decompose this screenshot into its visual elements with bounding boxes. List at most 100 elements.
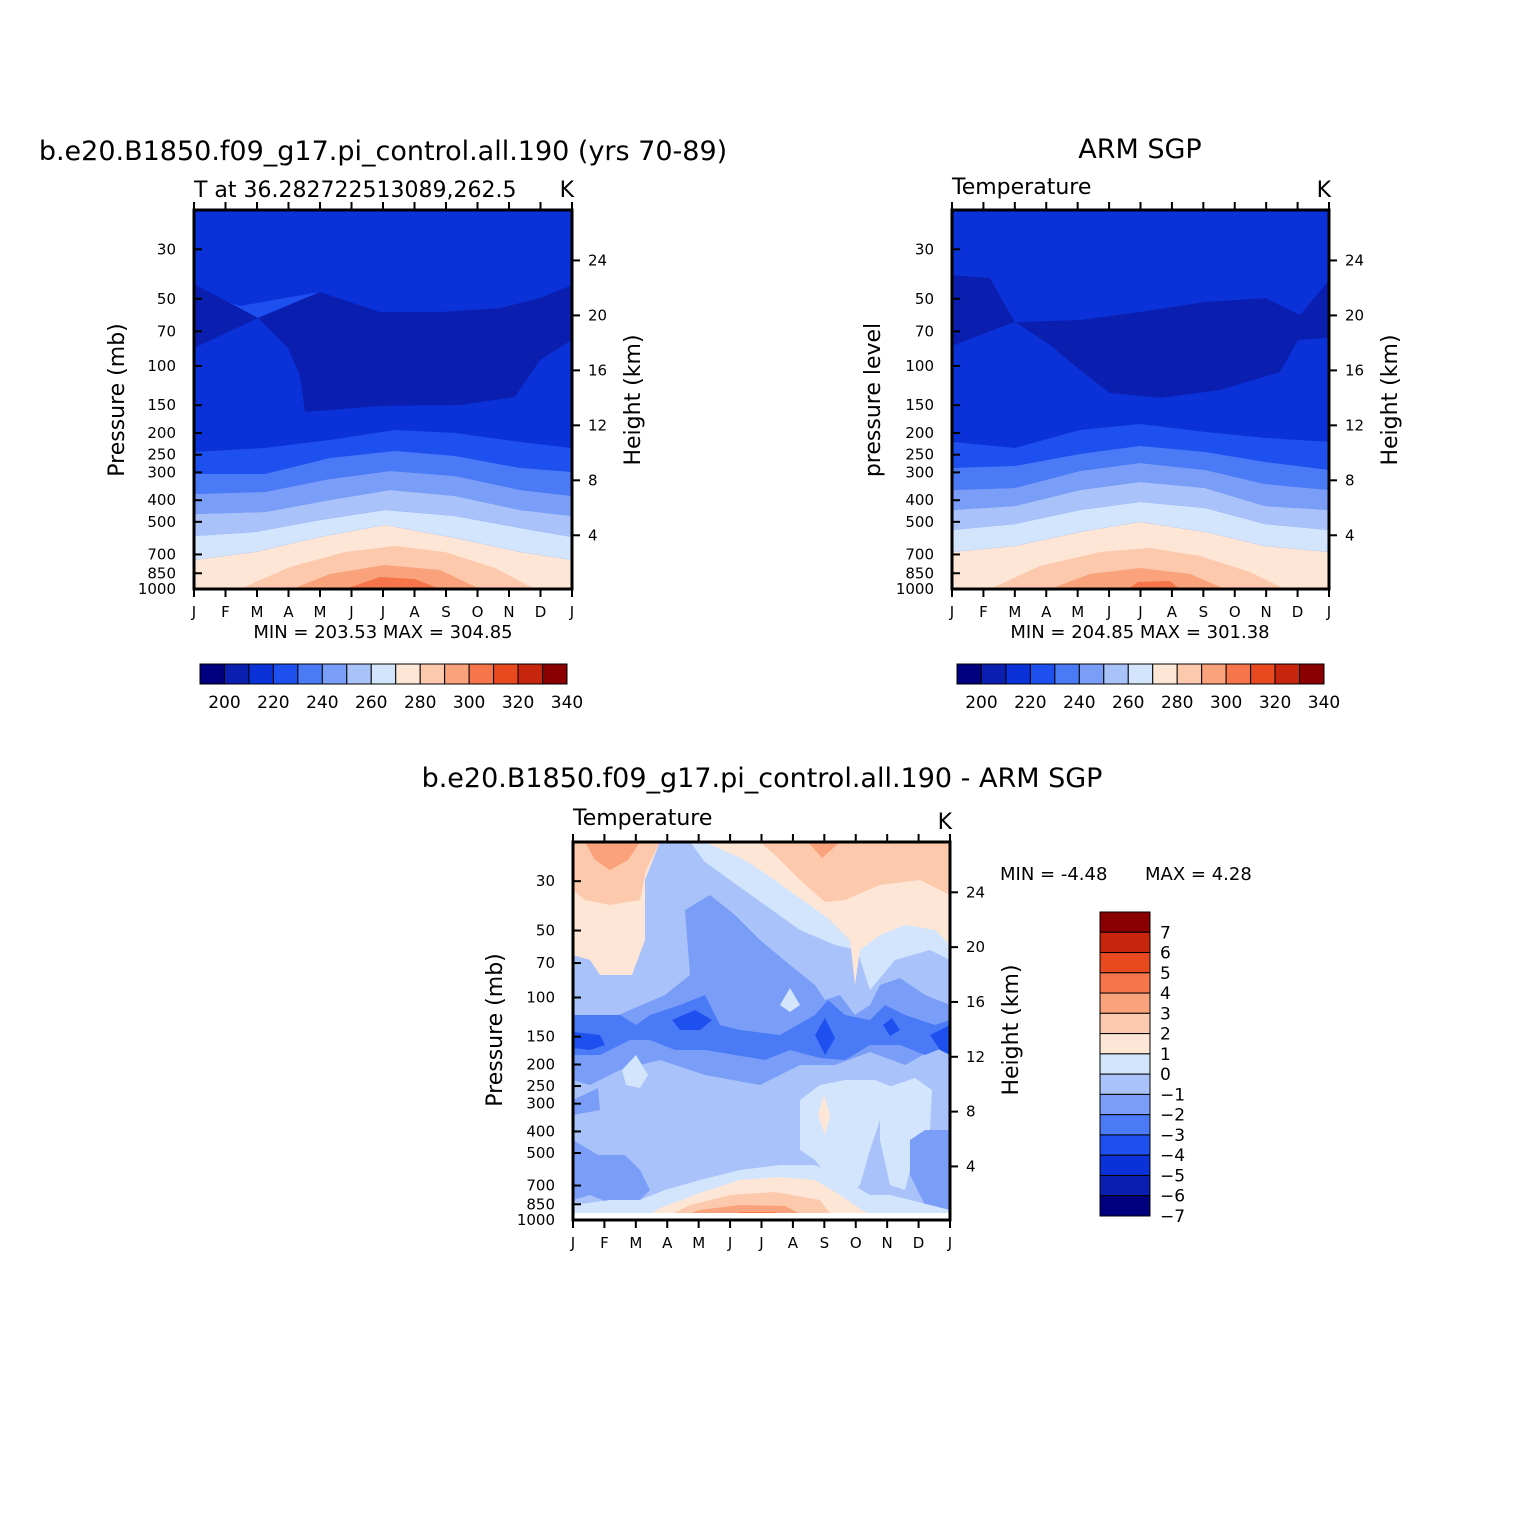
y-tick-label: 30 [915, 240, 934, 258]
y-tick-label: 200 [147, 424, 176, 442]
colorbar-swatch [346, 663, 372, 685]
colorbar-tick-label: 340 [551, 693, 583, 713]
y-right-tick-label: 16 [966, 993, 985, 1011]
y-tick-label: 300 [147, 463, 176, 481]
contour-band [194, 451, 572, 496]
panel-model-variable-label: T at 36.282722513089,262.5 [193, 178, 516, 203]
x-tick-label: M [692, 1234, 705, 1252]
colorbar-tick-label: 320 [502, 693, 534, 713]
x-tick-label: A [283, 603, 294, 621]
x-tick-label: F [979, 603, 988, 621]
y-right-tick-label: 4 [966, 1157, 976, 1175]
colorbar-tick-label: −2 [1160, 1106, 1185, 1126]
y-tick-label: 70 [157, 322, 176, 340]
panel-obs-ylabel: pressure level [861, 323, 886, 477]
colorbar-tick-label: 320 [1259, 693, 1291, 713]
x-tick-label: M [1071, 603, 1084, 621]
y-tick-label: 500 [526, 1144, 555, 1162]
colorbar-swatch [297, 663, 323, 685]
y-tick-label: 400 [147, 491, 176, 509]
colorbar-swatch [468, 663, 495, 685]
colorbar-swatch [444, 663, 470, 685]
colorbar-tick-label: −7 [1160, 1207, 1185, 1227]
x-tick-label: J [380, 603, 385, 621]
x-tick-label: O [850, 1234, 862, 1252]
y-tick-label: 70 [536, 954, 555, 972]
colorbar-swatch [321, 663, 348, 685]
x-tick-label: J [758, 1234, 763, 1252]
y-tick-label: 250 [905, 446, 934, 464]
y-right-tick-label: 24 [588, 251, 607, 269]
panel-obs-colorbar: 200 220 240 260 280 300 320 340 [956, 663, 1340, 713]
x-tick-label: N [503, 603, 514, 621]
colorbar-swatch [1299, 663, 1325, 685]
colorbar-tick-label: 240 [1063, 693, 1095, 713]
colorbar-tick-label: 7 [1160, 923, 1171, 943]
contour-band [194, 471, 572, 516]
colorbar-tick-label: 260 [1112, 693, 1144, 713]
contour-band [883, 1018, 900, 1036]
y-tick-label: 1000 [896, 580, 934, 598]
contour-band [585, 842, 640, 870]
x-tick-label: J [727, 1234, 732, 1252]
colorbar-swatch [1099, 1033, 1151, 1055]
colorbar-swatch [248, 663, 274, 685]
panel-diff-stats-min: MIN = -4.48 [1000, 864, 1107, 885]
colorbar-swatch [419, 663, 446, 685]
colorbar-tick-label: −5 [1160, 1166, 1185, 1186]
panel-model-units-label: K [560, 178, 575, 203]
contour-band [194, 430, 572, 474]
colorbar-tick-label: 2 [1160, 1025, 1171, 1045]
colorbar-tick-label: 280 [1161, 693, 1193, 713]
colorbar-swatch [1274, 663, 1301, 685]
panel-diff-stats-max: MAX = 4.28 [1145, 864, 1252, 885]
y-tick-label: 30 [157, 240, 176, 258]
colorbar-swatch [1099, 1012, 1151, 1035]
y-right-tick-label: 4 [1345, 526, 1355, 544]
y-right-tick-label: 24 [966, 883, 985, 901]
colorbar-swatch [370, 663, 397, 685]
colorbar-swatch [1201, 663, 1227, 685]
x-tick-label: A [662, 1234, 673, 1252]
colorbar-swatch [1176, 663, 1203, 685]
colorbar-swatch [1099, 1093, 1151, 1116]
y-right-tick-label: 8 [588, 471, 598, 489]
panel-obs-contours [952, 210, 1329, 589]
y-tick-label: 700 [147, 545, 176, 563]
x-tick-label: D [913, 1234, 925, 1252]
contour-band [952, 275, 1015, 346]
panel-diff-title: b.e20.B1850.f09_g17.pi_control.all.190 -… [422, 763, 1103, 794]
y-tick-label: 700 [905, 545, 934, 563]
colorbar-tick-label: 280 [404, 693, 436, 713]
panel-obs-title: ARM SGP [1078, 134, 1201, 165]
contour-band [672, 1010, 712, 1030]
x-tick-label: M [314, 603, 327, 621]
contour-band [1050, 568, 1225, 589]
contour-band [258, 285, 572, 412]
colorbar-swatch [1099, 992, 1151, 1014]
x-tick-label: A [788, 1234, 799, 1252]
x-tick-label: A [1041, 603, 1052, 621]
y-right-tick-label: 12 [588, 416, 607, 434]
contour-band [780, 988, 800, 1012]
contour-band [1128, 581, 1180, 589]
y-tick-label: 300 [905, 463, 934, 481]
contour-band [910, 1130, 950, 1210]
contour-band [930, 1025, 950, 1055]
contour-band [573, 1213, 950, 1220]
contour-band [952, 424, 1329, 470]
contour-band [573, 995, 950, 1060]
x-tick-label: D [1292, 603, 1304, 621]
colorbar-tick-label: 4 [1160, 984, 1171, 1004]
x-tick-label: J [949, 603, 954, 621]
colorbar-swatch [1225, 663, 1252, 685]
colorbar-tick-label: 200 [208, 693, 240, 713]
panel-diff-ylabel-right: Height (km) [999, 964, 1024, 1095]
contour-band [815, 1018, 835, 1055]
x-tick-label: N [882, 1234, 893, 1252]
contour-band [194, 490, 572, 537]
colorbar-swatch [223, 663, 250, 685]
colorbar-tick-label: 1 [1160, 1045, 1171, 1065]
